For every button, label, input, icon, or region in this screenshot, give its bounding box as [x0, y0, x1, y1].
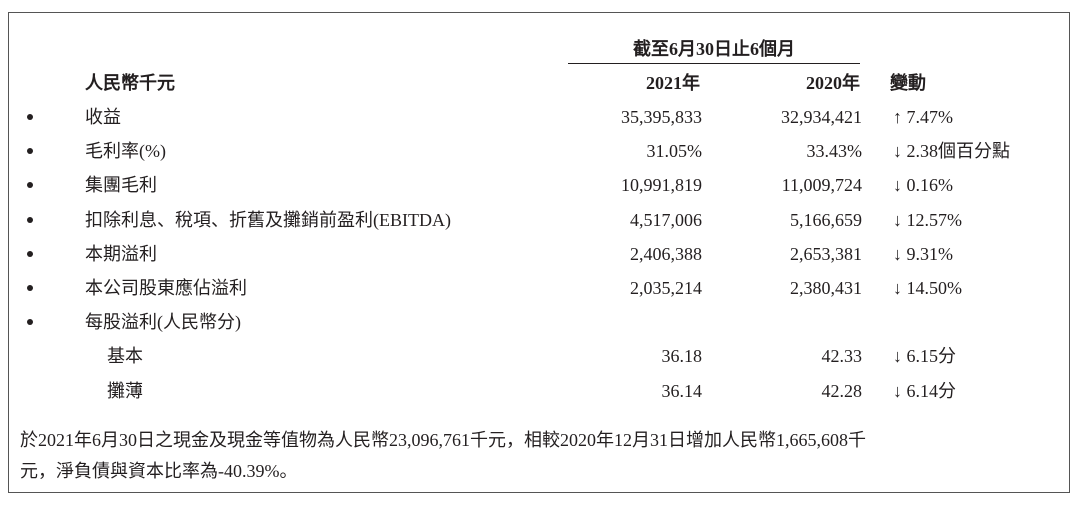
change: ↓ 6.14分 [893, 380, 956, 401]
bullet [27, 216, 33, 223]
cell: 33.43% [806, 141, 863, 162]
cell: 32,934,421 [781, 107, 862, 127]
column-header: 2020年 [806, 73, 860, 93]
cell: 2,406,388 [630, 243, 702, 264]
change: ↓ 6.15分 [893, 346, 956, 367]
bullet [27, 182, 33, 189]
cell: 10,991,819 [621, 175, 702, 196]
row-label: 扣除利息、稅項、折舊及攤銷前盈利(EBITDA) [85, 209, 451, 230]
frame [8, 12, 1070, 493]
row-label: 本公司股東應佔溢利 [85, 278, 247, 298]
row-label: 攤薄 [107, 380, 143, 401]
change: ↓ 0.16% [893, 175, 953, 196]
row-label: 基本 [107, 346, 143, 367]
footer-line: 於2021年6月30日之現金及現金等值物為人民幣23,096,761千元，相較2… [20, 430, 866, 450]
bullet [27, 285, 33, 291]
change: ↑ 7.47% [893, 107, 953, 127]
change: ↓ 12.57% [893, 209, 962, 230]
row-label: 毛利率(%) [85, 141, 166, 162]
change: ↓ 14.50% [893, 278, 962, 298]
cell: 2,380,431 [790, 278, 862, 298]
bullet [27, 319, 33, 326]
header-rule [568, 63, 860, 64]
change: ↓ 9.31% [893, 243, 953, 264]
cell: 42.28 [821, 380, 863, 401]
cell: 36.18 [661, 346, 703, 367]
cell: 11,009,724 [781, 175, 862, 196]
period-header: 截至6月30日止6個月 [633, 39, 795, 59]
row-label: 集團毛利 [85, 175, 157, 196]
cell: 42.33 [821, 346, 863, 367]
bullet [27, 250, 33, 257]
row-label: 收益 [85, 107, 121, 127]
row-label: 本期溢利 [85, 243, 157, 264]
cell: 2,653,381 [790, 243, 862, 264]
cell: 5,166,659 [790, 209, 862, 230]
bullet [27, 114, 33, 120]
footer-line: 元，淨負債與資本比率為-40.39%。 [20, 461, 298, 481]
cell: 31.05% [646, 141, 703, 162]
column-header: 變動 [890, 73, 926, 93]
row-label: 每股溢利(人民幣分) [85, 312, 241, 333]
cell: 2,035,214 [630, 278, 702, 298]
cell: 36.14 [661, 380, 703, 401]
cell: 4,517,006 [630, 209, 702, 230]
change: ↓ 2.38個百分點 [893, 141, 1010, 162]
cell: 35,395,833 [621, 107, 702, 127]
column-header: 2021年 [646, 73, 700, 93]
bullet [27, 148, 33, 155]
column-header: 人民幣千元 [85, 73, 175, 93]
